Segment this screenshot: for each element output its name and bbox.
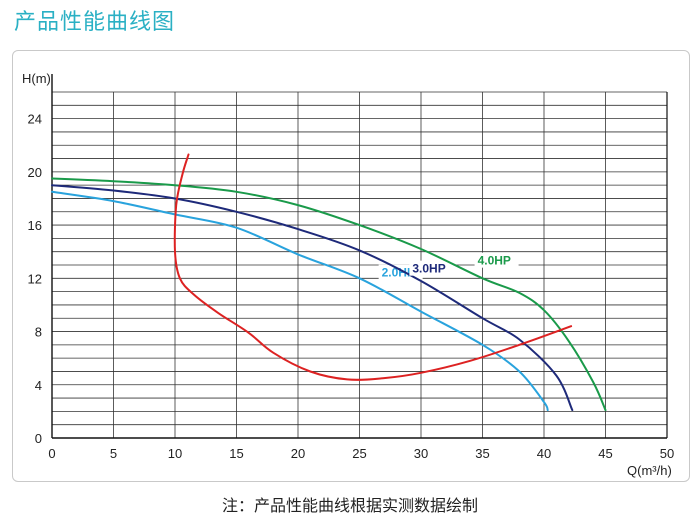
x-axis-title: Q(m³/h) xyxy=(627,463,672,478)
series-label-3-0hp: 3.0HP xyxy=(412,262,445,276)
x-tick-label: 25 xyxy=(352,446,366,461)
y-tick-label: 8 xyxy=(35,325,42,340)
series-line-efficiency xyxy=(173,153,573,381)
y-tick-label: 4 xyxy=(35,378,42,393)
series-label-bg xyxy=(409,260,454,276)
series-line-4-0hp xyxy=(51,177,607,412)
x-tick-label: 50 xyxy=(660,446,674,461)
series-label-4-0hp: 4.0HP xyxy=(478,254,511,268)
chart-frame xyxy=(12,50,690,482)
y-axis-title: H(m) xyxy=(22,71,51,86)
x-tick-label: 45 xyxy=(598,446,612,461)
x-tick-label: 0 xyxy=(48,446,55,461)
grid xyxy=(51,74,668,439)
x-tick-label: 5 xyxy=(110,446,117,461)
x-tick-label: 35 xyxy=(475,446,489,461)
series-line-3-0hp xyxy=(51,184,574,412)
series-label-bg xyxy=(474,252,519,268)
tick-labels: 0 5 10 15 20 25 30 35 40 45 50 0 4 8 12 16 20 24 xyxy=(28,112,675,461)
x-tick-label: 30 xyxy=(414,446,428,461)
x-tick-label: 15 xyxy=(229,446,243,461)
series-label-2-0hp: 2.0HP xyxy=(382,266,415,280)
y-tick-label: 24 xyxy=(28,112,42,127)
series-line-2-0hp xyxy=(51,190,549,412)
x-tick-label: 20 xyxy=(291,446,305,461)
y-tick-label: 12 xyxy=(28,271,42,286)
footnote: 注：产品性能曲线根据实测数据绘制 xyxy=(221,498,478,515)
page-title: 产品性能曲线图 xyxy=(14,9,176,34)
y-tick-label: 20 xyxy=(28,165,42,180)
x-tick-label: 40 xyxy=(537,446,551,461)
x-tick-label: 10 xyxy=(168,446,182,461)
y-tick-label: 0 xyxy=(35,431,42,446)
y-tick-label: 16 xyxy=(28,218,42,233)
